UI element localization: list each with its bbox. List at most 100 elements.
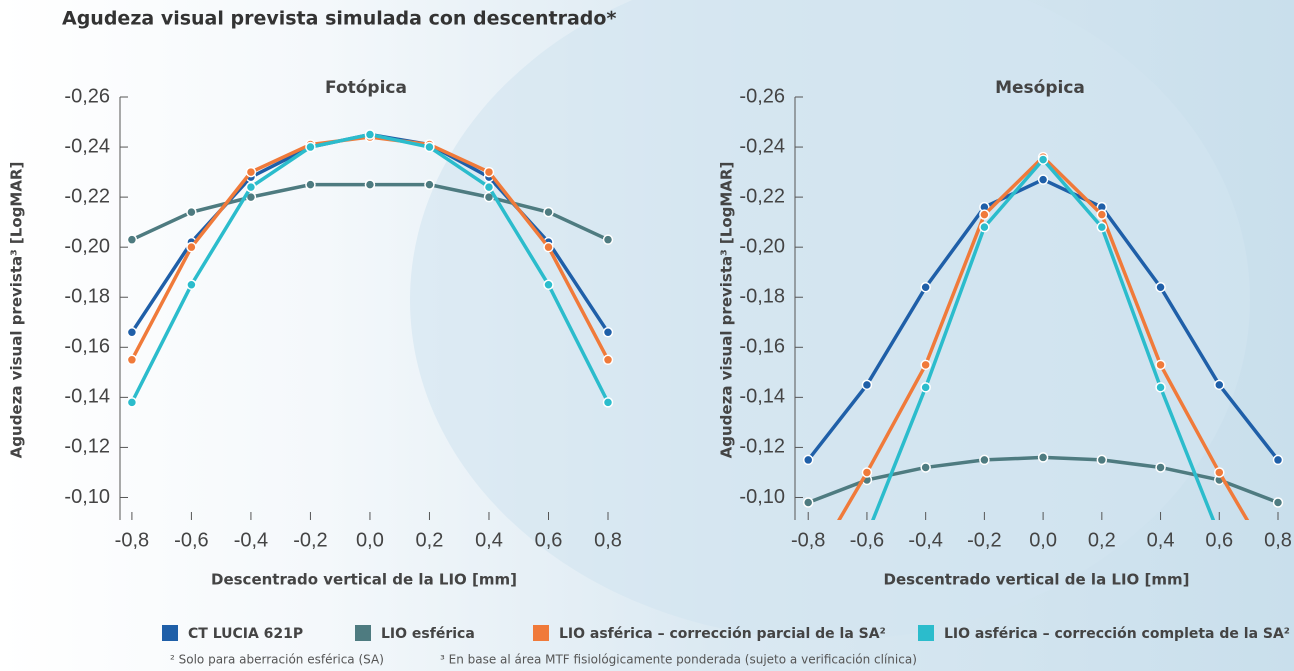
x-tick-label: -0,6 [850,529,884,551]
chart-title: Fotópica [325,78,407,98]
legend-label: CT LUCIA 621P [188,626,303,642]
data-point [979,221,990,233]
legend-swatch [355,625,371,641]
x-tick-label: 0,2 [1088,529,1116,551]
data-point [979,209,990,220]
y-tick-label: -0,14 [739,386,785,408]
data-point [543,206,554,218]
data-point [126,327,138,338]
data-point [802,454,814,466]
y-tick-label: -0,18 [64,286,110,308]
data-point [602,354,614,366]
y-tick-label: -0,26 [739,85,785,107]
data-point [305,141,316,153]
y-tick-label: -0,10 [64,486,110,508]
data-point [424,179,435,190]
legend-label: LIO asférica – corrección completa de la… [944,626,1290,642]
y-tick-label: -0,24 [64,135,110,157]
x-tick-label: -0,4 [234,529,268,551]
data-point [1214,467,1225,478]
y-axis-label: Agudeza visual prevista³ [LogMAR] [718,162,736,459]
data-point [126,234,138,245]
data-point [126,397,138,408]
data-point [920,281,931,293]
x-axis-label: Descentrado vertical de la LIO [mm] [884,571,1190,589]
x-tick-label: -0,8 [791,529,825,551]
legend-swatch [533,625,549,641]
data-point [1155,382,1166,393]
y-tick-label: -0,18 [739,286,785,308]
x-tick-label: 0,2 [416,529,444,551]
data-point [1037,452,1049,463]
data-point [602,234,614,245]
x-tick-label: 0,4 [1147,529,1175,551]
x-tick-label: 0,0 [1029,529,1057,551]
data-point [424,141,435,153]
y-tick-label: -0,26 [64,85,110,107]
y-tick-label: -0,22 [739,185,785,207]
x-tick-label: 0,8 [1264,529,1292,551]
y-tick-label: -0,16 [739,336,785,358]
data-point [543,241,554,253]
x-tick-label: 0,0 [356,529,384,551]
data-point [861,467,873,478]
data-point [979,454,990,466]
y-tick-label: -0,10 [739,486,785,508]
legend-label: LIO asférica – corrección parcial de la … [559,626,886,642]
data-point [602,327,614,338]
y-tick-label: -0,20 [739,235,785,257]
chart-title: Mesópica [995,78,1085,98]
data-point [245,181,257,193]
y-tick-label: -0,24 [739,135,785,157]
data-point [920,462,931,473]
data-point [802,497,814,508]
data-point [543,279,554,290]
y-tick-label: -0,22 [64,185,110,207]
data-point [1096,209,1108,220]
data-point [920,359,931,371]
data-point [1037,154,1049,165]
data-point [1272,497,1284,508]
data-point [1037,174,1049,185]
data-point [602,397,614,408]
page-title: Agudeza visual prevista simulada con des… [62,8,616,30]
y-tick-label: -0,16 [64,336,110,358]
data-point [1096,454,1108,466]
data-point [1096,221,1108,233]
data-point [305,179,316,190]
data-point [186,206,197,218]
x-tick-label: -0,4 [908,529,942,551]
data-point [245,166,257,178]
data-point [1155,359,1166,371]
data-point [1155,281,1166,293]
data-point [1272,454,1284,466]
data-point [920,382,931,393]
x-tick-label: 0,6 [1205,529,1233,551]
y-tick-label: -0,14 [64,386,110,408]
legend-swatch [918,625,934,641]
x-axis-label: Descentrado vertical de la LIO [mm] [211,571,517,589]
x-tick-label: -0,6 [174,529,208,551]
x-tick-label: -0,2 [293,529,327,551]
x-tick-label: -0,2 [967,529,1001,551]
data-point [186,241,197,253]
data-point [126,354,138,366]
x-tick-label: 0,8 [594,529,622,551]
plot-area [802,151,1284,520]
y-axis-label: Agudeza visual prevista³ [LogMAR] [8,162,26,459]
plot-area [126,129,614,408]
y-tick-label: -0,12 [64,436,110,458]
x-tick-label: 0,6 [535,529,563,551]
data-point [1214,379,1225,391]
legend-label: LIO esférica [381,626,475,642]
data-point [861,379,873,391]
legend-swatch [162,625,178,641]
footnote: ³ En base al área MTF fisiológicamente p… [440,653,917,667]
y-tick-label: -0,12 [739,436,785,458]
y-tick-label: -0,20 [64,235,110,257]
x-tick-label: 0,4 [475,529,503,551]
data-point [186,279,197,290]
data-point [364,129,376,140]
